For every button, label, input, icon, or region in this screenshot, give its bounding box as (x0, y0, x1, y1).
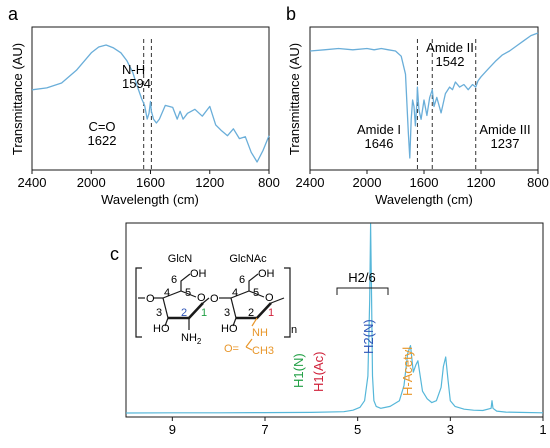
plot-frame-c (125, 222, 544, 418)
x-tick-label-a-800: 800 (258, 175, 280, 190)
nmr-spectrum (125, 223, 544, 414)
x-tick-label-b-1200: 1200 (467, 175, 496, 190)
ir-curve-a (31, 44, 270, 163)
c6-label-1: 6 (171, 274, 177, 286)
x-tick-label-b-2400: 2400 (296, 175, 325, 190)
atom-o-glycosidic: O (210, 293, 219, 305)
x-tick-label-a-2000: 2000 (77, 175, 106, 190)
x-ticks-c: 9 7 5 3 1 (169, 417, 547, 437)
x-tick-label-c-5: 5 (354, 422, 361, 437)
ring2-oxygen: O (265, 292, 274, 304)
carbon-methyl-bond (245, 346, 253, 351)
c5-label-2: 5 (253, 287, 259, 299)
ho-c3-1: HO (153, 323, 170, 335)
plot-frame-a (31, 26, 270, 171)
marker-label-co: C=O (88, 119, 115, 134)
unit-label-glcnac: GlcNAc (229, 253, 267, 265)
marker-value-nh: 1594 (122, 76, 151, 91)
carbonyl-label: O= (224, 343, 239, 355)
ring1-left-edge (162, 297, 169, 319)
marker-lines-b (416, 39, 477, 170)
c6-label-2: 6 (239, 274, 245, 286)
oh-c6-2: OH (258, 268, 275, 280)
x-tick-label-c-9: 9 (169, 422, 176, 437)
x-ticks-a: 2400 2000 1600 1200 800 (18, 170, 280, 190)
x-axis-label-a: Wavelength (cm) (101, 192, 199, 207)
bracket-label-h2-6: H2/6 (348, 270, 375, 285)
marker-label-amide1: Amide I (357, 122, 401, 137)
x-tick-label-a-1200: 1200 (195, 175, 224, 190)
bond-c1-o (202, 297, 210, 304)
marker-value-amide3: 1237 (491, 136, 520, 151)
atom-o-left: O (146, 293, 155, 305)
ir-curve-b (309, 32, 539, 159)
c6-bond-1 (180, 273, 191, 291)
c3-label-1: 3 (156, 307, 162, 319)
x-tick-label-c-3: 3 (447, 422, 454, 437)
marker-value-co: 1622 (88, 133, 117, 148)
panel-letter-a: a (8, 4, 19, 24)
marker-value-amide1: 1646 (365, 136, 394, 151)
peak-label-h2n: H2(N) (361, 319, 376, 354)
methyl-label: CH3 (252, 345, 274, 357)
nh2-label: NH2 (181, 332, 202, 346)
panel-c: c 9 7 5 3 1 H2/6 H1(N) H1(Ac) H2(N) H-Acetyl… (110, 222, 547, 437)
x-tick-label-b-800: 800 (527, 175, 549, 190)
panel-letter-c: c (110, 244, 119, 264)
c2-bond-2 (251, 317, 258, 327)
c2-label-1: 2 (181, 307, 187, 319)
peak-label-h1n: H1(N) (291, 353, 306, 388)
x-tick-label-c-1: 1 (539, 422, 546, 437)
c1-label-2: 1 (268, 307, 274, 319)
h2-6-bracket (336, 287, 389, 295)
x-ticks-b: 2400 2000 1600 1200 800 (296, 170, 549, 190)
peak-label-h-acetyl: H-Acetyl (400, 347, 415, 396)
c2-label-2: 2 (248, 307, 254, 319)
x-tick-label-c-7: 7 (261, 422, 268, 437)
c6-bond-2 (248, 273, 259, 291)
c1-label-1: 1 (201, 307, 207, 319)
marker-label-amide3: Amide III (479, 122, 530, 137)
x-tick-label-b-2000: 2000 (353, 175, 382, 190)
x-axis-label-b: Wavelength (cm) (375, 192, 473, 207)
c3-bond-2 (232, 317, 237, 327)
peak-label-h1ac: H1(Ac) (311, 352, 326, 392)
chitosan-structure: n GlcN GlcNAc O O 4 5 3 2 1 6 OH HO (135, 253, 297, 357)
panel-a: a 2400 2000 1600 1200 800 N-H 1594 C=O 1622 … (8, 4, 280, 207)
y-axis-label-b: Transmittance (AU) (287, 43, 302, 155)
ho-c3-2: HO (221, 323, 238, 335)
nh2-subscript: 2 (197, 337, 202, 346)
panel-letter-b: b (286, 4, 296, 24)
x-tick-label-a-1600: 1600 (136, 175, 165, 190)
nh2-text: NH (181, 332, 197, 344)
x-tick-label-a-2400: 2400 (18, 175, 47, 190)
x-tick-label-b-1600: 1600 (410, 175, 439, 190)
y-axis-label-a: Transmittance (AU) (10, 43, 25, 155)
ring2-left-edge (230, 297, 237, 319)
c5-label-1: 5 (185, 287, 191, 299)
nh-carbon-bond (245, 338, 253, 348)
oh-c6-1: OH (190, 268, 207, 280)
c4-label-2: 4 (232, 287, 238, 299)
unit-label-glcn: GlcN (168, 253, 193, 265)
c4-label-1: 4 (164, 287, 170, 299)
marker-label-amide2: Amide II (426, 40, 474, 55)
c3-label-2: 3 (224, 307, 230, 319)
marker-label-nh: N-H (122, 62, 145, 77)
nh-label: NH (252, 327, 268, 339)
panel-b: b 2400 2000 1600 1200 800 Amide II 1542 Amid… (286, 4, 549, 207)
repeat-bracket-right (284, 267, 291, 338)
ring1-oxygen: O (197, 292, 206, 304)
bond-right-end (270, 297, 285, 304)
repeat-bracket-left (135, 267, 142, 338)
marker-value-amide2: 1542 (436, 54, 465, 69)
repeat-n: n (291, 324, 297, 336)
c3-bond-1 (164, 317, 169, 327)
